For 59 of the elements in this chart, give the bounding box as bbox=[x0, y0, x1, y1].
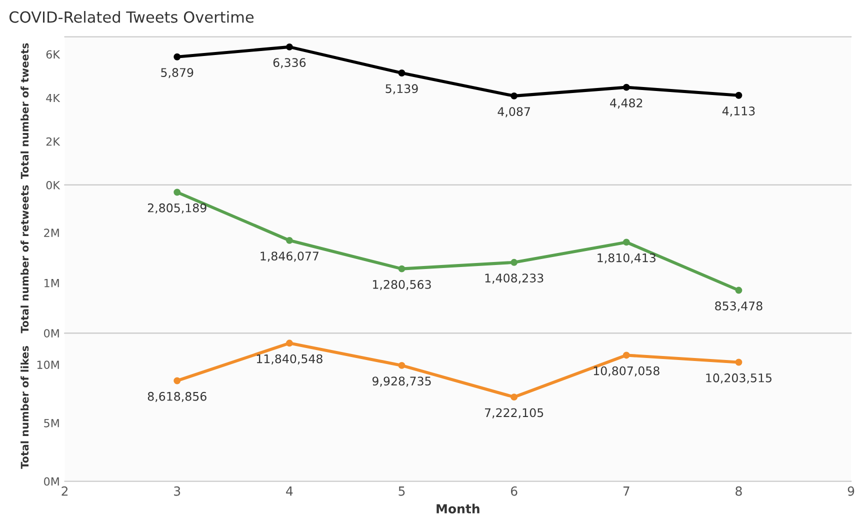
point bbox=[735, 358, 742, 366]
y-tick-label: 0M bbox=[44, 477, 59, 486]
y-tick-label: 0K bbox=[46, 180, 60, 190]
y-axis-title: Total number of likes bbox=[20, 346, 29, 469]
point bbox=[398, 70, 406, 76]
y-tick-label: 2K bbox=[46, 137, 60, 146]
x-tick-label: 4 bbox=[286, 486, 293, 496]
data-label: 2,805,189 bbox=[148, 203, 206, 214]
point bbox=[622, 84, 630, 91]
point bbox=[286, 43, 293, 50]
data-label: 10,807,058 bbox=[594, 366, 660, 377]
data-label: 10,203,515 bbox=[706, 373, 772, 384]
x-tick-label: 3 bbox=[174, 486, 180, 496]
y-tick-label: 1M bbox=[44, 279, 59, 288]
x-tick-label: 6 bbox=[510, 486, 518, 496]
y-tick-label: 6K bbox=[46, 50, 60, 59]
data-label: 5,139 bbox=[386, 84, 418, 94]
point bbox=[174, 188, 181, 196]
data-label: 1,280,563 bbox=[373, 280, 431, 290]
y-axis-title: Total number of tweets bbox=[20, 43, 29, 179]
data-label: 6,336 bbox=[273, 58, 306, 68]
data-label: 8,618,856 bbox=[148, 392, 206, 402]
data-label: 11,840,548 bbox=[256, 354, 322, 364]
chart-title: COVID-Related Tweets Overtime bbox=[9, 11, 254, 23]
point bbox=[398, 362, 406, 369]
point bbox=[735, 92, 742, 99]
x-tick-label: 5 bbox=[398, 486, 405, 496]
point bbox=[286, 340, 293, 347]
y-tick-label: 4K bbox=[46, 94, 60, 102]
data-label: 1,408,233 bbox=[485, 274, 544, 284]
point bbox=[622, 352, 630, 359]
data-label: 1,846,077 bbox=[260, 252, 318, 262]
point bbox=[735, 286, 742, 294]
data-label: 4,482 bbox=[610, 98, 642, 109]
point bbox=[174, 53, 181, 60]
point bbox=[174, 377, 181, 384]
y-tick-label: 0M bbox=[44, 329, 59, 338]
x-tick-label: 9 bbox=[848, 486, 854, 496]
point bbox=[510, 258, 518, 266]
data-label: 5,879 bbox=[161, 68, 194, 78]
x-axis-title: Month bbox=[436, 504, 480, 514]
data-label: 853,478 bbox=[715, 301, 762, 312]
data-label: 1,810,413 bbox=[598, 253, 656, 264]
y-tick-label: 10M bbox=[37, 360, 59, 370]
data-label: 4,113 bbox=[722, 106, 755, 117]
y-tick-label: 2M bbox=[44, 228, 59, 237]
point bbox=[510, 394, 518, 401]
y-tick-label: 5M bbox=[44, 419, 59, 428]
data-label: 9,928,735 bbox=[372, 376, 431, 387]
x-tick-label: 2 bbox=[62, 486, 68, 496]
data-label: 4,087 bbox=[498, 107, 530, 118]
data-label: 7,222,105 bbox=[485, 408, 544, 418]
x-tick-label: 8 bbox=[736, 486, 742, 496]
point bbox=[622, 238, 630, 246]
x-tick-label: 7 bbox=[623, 486, 630, 496]
point bbox=[398, 265, 406, 272]
point bbox=[510, 92, 518, 100]
point bbox=[286, 236, 293, 244]
y-axis-title: Total number of retweets bbox=[20, 185, 29, 334]
